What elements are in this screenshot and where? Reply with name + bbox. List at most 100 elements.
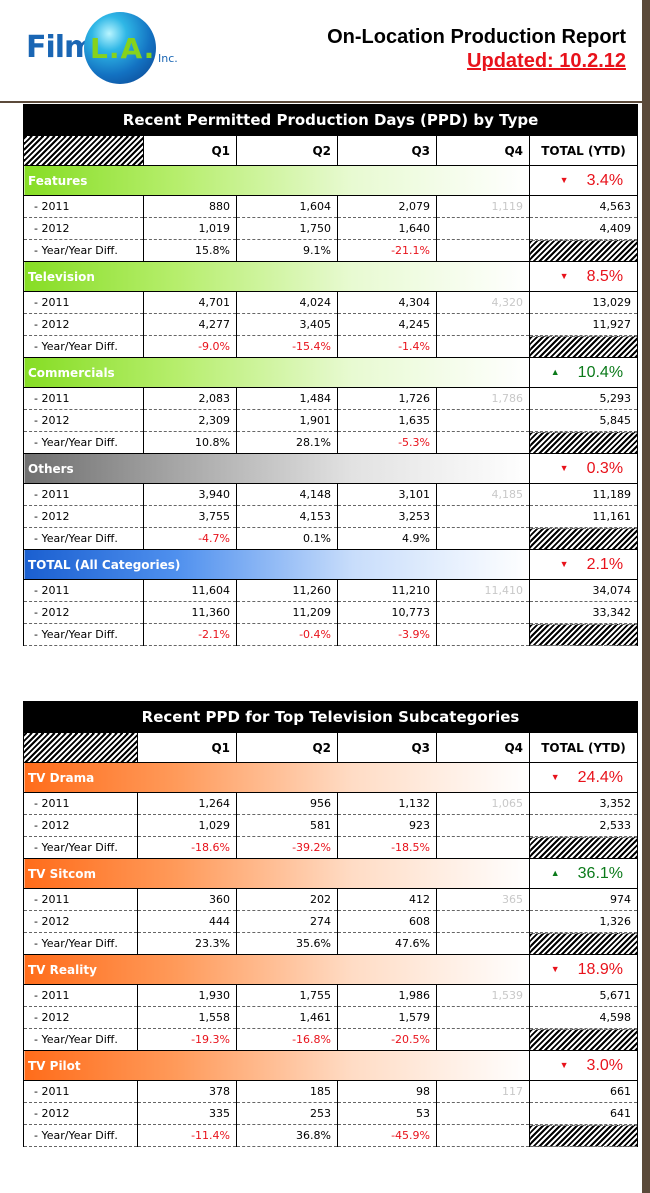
cell-q4: 1,786 xyxy=(436,387,530,410)
cell-q1: 1,029 xyxy=(137,814,237,837)
cell-q4 xyxy=(436,836,530,859)
cell-total xyxy=(528,932,639,955)
cell-q4: 117 xyxy=(436,1080,530,1103)
category-change: ▼ 18.9% xyxy=(528,954,639,985)
cell-q2: 1,604 xyxy=(236,195,338,218)
category-change-value: 10.4% xyxy=(577,363,624,381)
cell-q2: -39.2% xyxy=(236,836,338,859)
row-label: - Year/Year Diff. xyxy=(23,623,144,646)
table-row: - Year/Year Diff. 15.8% 9.1% -21.1% xyxy=(23,239,639,262)
row-label: - Year/Year Diff. xyxy=(23,1028,138,1051)
triangle-down-icon: ▼ xyxy=(559,175,569,186)
column-header-q4: Q4 xyxy=(436,135,530,166)
cell-q3: 1,579 xyxy=(337,1006,437,1029)
cell-q4: 365 xyxy=(436,888,530,911)
cell-total: 33,342 xyxy=(528,601,639,624)
report-title: On-Location Production Report xyxy=(327,26,626,48)
cell-total: 974 xyxy=(528,888,639,911)
column-header-row: Q1 Q2 Q3 Q4 TOTAL (YTD) xyxy=(23,732,639,763)
column-header-q1: Q1 xyxy=(143,135,237,166)
ppd-by-type-table: Recent Permitted Production Days (PPD) b… xyxy=(22,104,639,646)
table-row: - 2012 4,277 3,405 4,245 11,927 xyxy=(23,313,639,336)
cell-q3: 1,726 xyxy=(337,387,437,410)
cell-q2: 4,153 xyxy=(236,505,338,528)
category-header-row: Others ▼ 0.3% xyxy=(23,453,639,484)
cell-q4 xyxy=(436,1028,530,1051)
cell-q4 xyxy=(436,814,530,837)
cell-q1: 15.8% xyxy=(143,239,237,262)
cell-q1: -4.7% xyxy=(143,527,237,550)
filmla-logo: Film L.A. Inc. xyxy=(26,12,186,84)
cell-q2: 4,148 xyxy=(236,483,338,506)
cell-q2: 11,209 xyxy=(236,601,338,624)
cell-q1: -2.1% xyxy=(143,623,237,646)
row-label: - 2012 xyxy=(23,217,144,240)
cell-q1: 880 xyxy=(143,195,237,218)
row-label: - 2011 xyxy=(23,792,138,815)
category-header-row: Commercials ▲ 10.4% xyxy=(23,357,639,388)
cell-q2: 956 xyxy=(236,792,338,815)
table-row: - 2012 1,029 581 923 2,533 xyxy=(23,814,639,837)
cell-q4: 1,065 xyxy=(436,792,530,815)
cell-q2: 0.1% xyxy=(236,527,338,550)
cell-q2: 36.8% xyxy=(236,1124,338,1147)
table-row: - Year/Year Diff. -19.3% -16.8% -20.5% xyxy=(23,1028,639,1051)
cell-q4 xyxy=(436,505,530,528)
triangle-up-icon: ▲ xyxy=(550,367,560,378)
category-change: ▼ 0.3% xyxy=(528,453,639,484)
category-name: TV Drama xyxy=(23,762,530,793)
column-header-q3: Q3 xyxy=(337,135,437,166)
cell-total xyxy=(528,623,639,646)
table-row: - 2011 2,083 1,484 1,726 1,786 5,293 xyxy=(23,387,639,410)
row-label: - 2012 xyxy=(23,601,144,624)
cell-q1: 1,264 xyxy=(137,792,237,815)
table-row: - 2011 360 202 412 365 974 xyxy=(23,888,639,911)
category-change: ▼ 2.1% xyxy=(528,549,639,580)
cell-q2: 1,461 xyxy=(236,1006,338,1029)
cell-q2: 1,750 xyxy=(236,217,338,240)
column-header-total: TOTAL (YTD) xyxy=(528,135,639,166)
row-label: - Year/Year Diff. xyxy=(23,836,138,859)
cell-q2: 274 xyxy=(236,910,338,933)
cell-q2: 9.1% xyxy=(236,239,338,262)
cell-q2: 35.6% xyxy=(236,932,338,955)
table-row: - Year/Year Diff. -9.0% -15.4% -1.4% xyxy=(23,335,639,358)
cell-q3: 3,101 xyxy=(337,483,437,506)
cell-q3: -45.9% xyxy=(337,1124,437,1147)
category-change: ▲ 36.1% xyxy=(528,858,639,889)
cell-q1: 1,930 xyxy=(137,984,237,1007)
cell-total xyxy=(528,239,639,262)
triangle-up-icon: ▲ xyxy=(550,868,560,879)
row-label: - 2011 xyxy=(23,579,144,602)
row-label: - 2011 xyxy=(23,387,144,410)
cell-total: 1,326 xyxy=(528,910,639,933)
category-header-row: TV Drama ▼ 24.4% xyxy=(23,762,639,793)
cell-total: 641 xyxy=(528,1102,639,1125)
row-label: - Year/Year Diff. xyxy=(23,431,144,454)
cell-q4: 4,320 xyxy=(436,291,530,314)
table-row: - 2012 11,360 11,209 10,773 33,342 xyxy=(23,601,639,624)
cell-q1: 10.8% xyxy=(143,431,237,454)
triangle-down-icon: ▼ xyxy=(550,964,560,975)
cell-q1: 335 xyxy=(137,1102,237,1125)
cell-q2: -0.4% xyxy=(236,623,338,646)
cell-total: 4,598 xyxy=(528,1006,639,1029)
cell-q4 xyxy=(436,431,530,454)
category-name: TV Sitcom xyxy=(23,858,530,889)
category-header-row: Television ▼ 8.5% xyxy=(23,261,639,292)
cell-q2: 4,024 xyxy=(236,291,338,314)
category-change-value: 2.1% xyxy=(586,555,624,573)
cell-total xyxy=(528,431,639,454)
cell-total xyxy=(528,1124,639,1147)
cell-total xyxy=(528,836,639,859)
cell-total: 2,533 xyxy=(528,814,639,837)
column-header-q2: Q2 xyxy=(236,135,338,166)
cell-q3: 1,132 xyxy=(337,792,437,815)
column-header-q4: Q4 xyxy=(436,732,530,763)
cell-q1: 378 xyxy=(137,1080,237,1103)
table-row: - Year/Year Diff. 10.8% 28.1% -5.3% xyxy=(23,431,639,454)
cell-q4 xyxy=(436,932,530,955)
row-label: - 2012 xyxy=(23,1006,138,1029)
header-divider xyxy=(0,101,646,103)
cell-q3: 47.6% xyxy=(337,932,437,955)
